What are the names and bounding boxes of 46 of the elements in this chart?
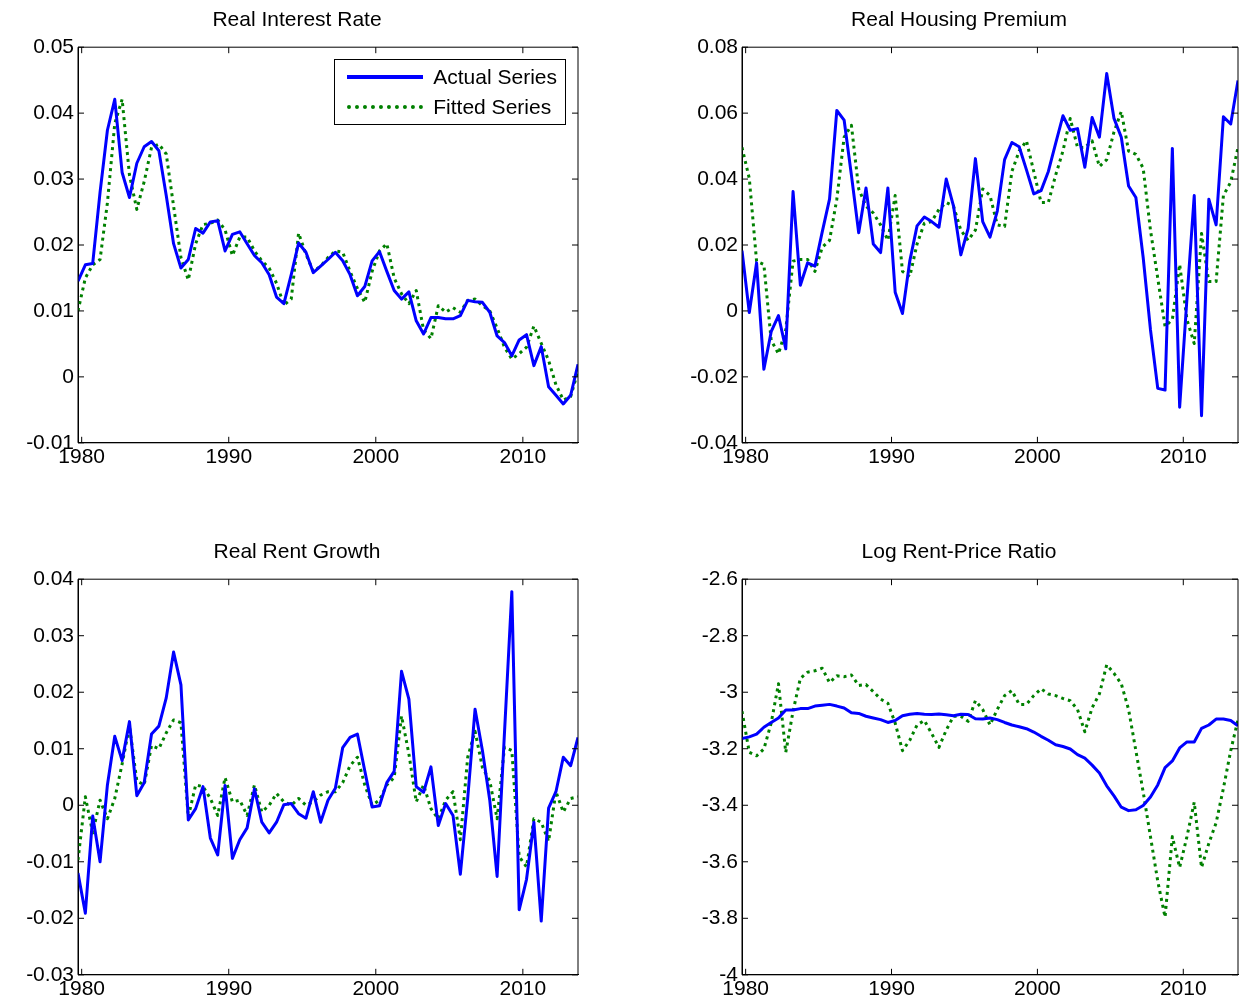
y-tick-label: 0.04	[697, 165, 739, 189]
y-tick-label: -3.4	[701, 792, 739, 816]
y-tick-label: 0.04	[33, 99, 75, 123]
legend-label: Actual Series	[433, 64, 557, 91]
x-tick-label: 1990	[205, 444, 253, 468]
y-tick-label: 0.03	[33, 622, 74, 646]
y-tick-label: -0.02	[26, 905, 74, 929]
x-tick-label: 2000	[1014, 976, 1061, 1000]
y-tick-label: 0.01	[33, 297, 74, 321]
y-tick-label: -0.01	[26, 848, 74, 872]
y-tick-label: 0	[62, 792, 74, 816]
y-tick-label: 0.01	[33, 735, 74, 759]
line-series	[742, 663, 1238, 919]
x-tick-label: 2010	[499, 444, 547, 468]
x-tick-label: 2010	[1159, 444, 1207, 468]
x-tick-label: 2000	[1014, 444, 1061, 468]
y-tick-label: -2.8	[701, 622, 738, 646]
y-tick-label: 0.08	[697, 34, 738, 57]
y-tick-label: 0	[62, 363, 74, 387]
x-tick-label: 2010	[1159, 976, 1207, 1000]
line-series	[742, 109, 1238, 356]
y-tick-label: -3.2	[701, 735, 738, 759]
y-tick-label: -3.8	[701, 905, 738, 929]
y-tick-label: 0.03	[33, 165, 74, 189]
x-tick-label: 1990	[868, 976, 915, 1000]
x-tick-label: 1990	[868, 444, 915, 468]
y-tick-label: 0.04	[33, 566, 75, 589]
y-tick-label: 0.06	[697, 99, 738, 123]
y-tick-label: -3.6	[701, 848, 738, 872]
chart-title: Log Rent-Price Ratio	[861, 539, 1057, 563]
y-tick-label: -3	[719, 679, 738, 703]
y-tick-label: 0.05	[33, 34, 74, 57]
y-tick-label: -2.6	[701, 566, 738, 589]
y-tick-label: 0	[726, 297, 738, 321]
y-tick-label: 0.02	[33, 231, 74, 255]
x-tick-label: 2000	[352, 444, 400, 468]
chart-title: Real Interest Rate	[212, 7, 382, 31]
x-tick-label: 2010	[499, 976, 547, 1000]
chart-title: Real Rent Growth	[213, 539, 381, 563]
y-tick-label: 0.02	[697, 231, 738, 255]
legend-label: Fitted Series	[433, 94, 552, 121]
x-tick-label: 2000	[352, 976, 400, 1000]
y-tick-label: -0.02	[690, 363, 738, 387]
x-tick-label: 1990	[205, 976, 253, 1000]
y-tick-label: 0.02	[33, 679, 74, 703]
chart-title: Real Housing Premium	[851, 7, 1067, 31]
